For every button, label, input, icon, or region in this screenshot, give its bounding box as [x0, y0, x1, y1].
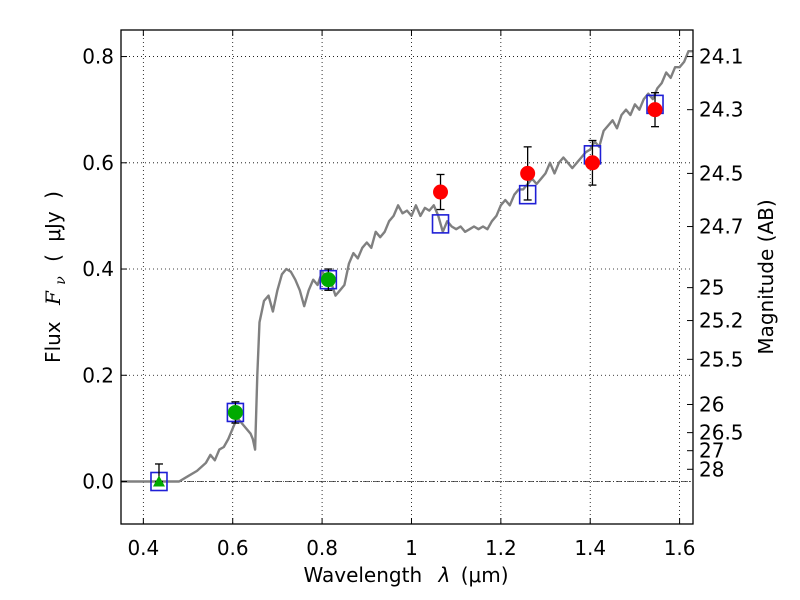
y-tick-label: 0.8	[82, 45, 114, 69]
plot-frame	[120, 29, 694, 525]
y-axis-label-symbol: F	[41, 290, 65, 306]
y-axis-label-text: Flux	[41, 321, 65, 363]
y-axis-label-unit: μJy	[41, 211, 65, 242]
grid-lines	[121, 30, 693, 524]
optical-data-point	[320, 272, 336, 288]
y-axis-label-unit-open: (	[41, 254, 65, 262]
y-tick-label: 0.0	[82, 470, 114, 494]
right-tick-label: 25.2	[699, 309, 744, 333]
x-tick-label: 0.6	[217, 536, 249, 560]
right-tick-label: 26.5	[699, 421, 744, 445]
right-tick-label: 27	[699, 439, 724, 463]
right-tick-label: 24.5	[699, 161, 744, 185]
x-tick-label: 1.4	[574, 536, 606, 560]
nir-data-point	[520, 165, 536, 181]
y-tick-label: 0.6	[82, 151, 114, 175]
y-axis-label-unit-close: )	[41, 191, 65, 199]
y-tick-label: 0.4	[82, 257, 114, 281]
x-axis-label-text: Wavelength	[303, 563, 422, 587]
right-tick-label: 25	[699, 276, 724, 300]
x-tick-label: 0.8	[306, 536, 338, 560]
right-tick-label: 24.3	[699, 98, 744, 122]
nir-data-point	[433, 184, 449, 200]
x-tick-label: 1	[405, 536, 418, 560]
x-axis-label: Wavelength λ (μm)	[303, 563, 508, 587]
optical-data-point	[227, 404, 243, 420]
upper-limit-triangle	[152, 475, 165, 487]
data-layer	[121, 50, 693, 492]
right-tick-label: 24.1	[699, 45, 744, 69]
y-axis-label: Flux F ν ( μJy )	[41, 191, 70, 363]
nir-data-point	[584, 155, 600, 171]
x-axis-label-symbol: λ	[438, 563, 451, 587]
model-photometry-square	[431, 214, 450, 234]
x-tick-label: 0.4	[127, 536, 159, 560]
right-tick-label: 24.7	[699, 215, 744, 239]
x-tick-label: 1.6	[664, 536, 696, 560]
nir-data-point	[647, 102, 663, 118]
right-tick-label: 26	[699, 392, 724, 416]
right-axis-label: Magnitude (AB)	[754, 199, 778, 354]
sed-model-line	[121, 50, 693, 483]
tick-layer: 0.4 0.6 0.8 1 1.2 1.4 1.6 0.0 0.2 0.4 0.6 0.8 24.1 24…	[82, 30, 744, 560]
x-axis-label-unit: (μm)	[461, 563, 509, 587]
y-tick-label: 0.2	[82, 363, 114, 387]
y-axis-label-subscript: ν	[53, 276, 69, 285]
x-tick-label: 1.2	[485, 536, 517, 560]
right-tick-label: 28	[699, 457, 724, 481]
right-tick-label: 25.5	[699, 347, 744, 371]
